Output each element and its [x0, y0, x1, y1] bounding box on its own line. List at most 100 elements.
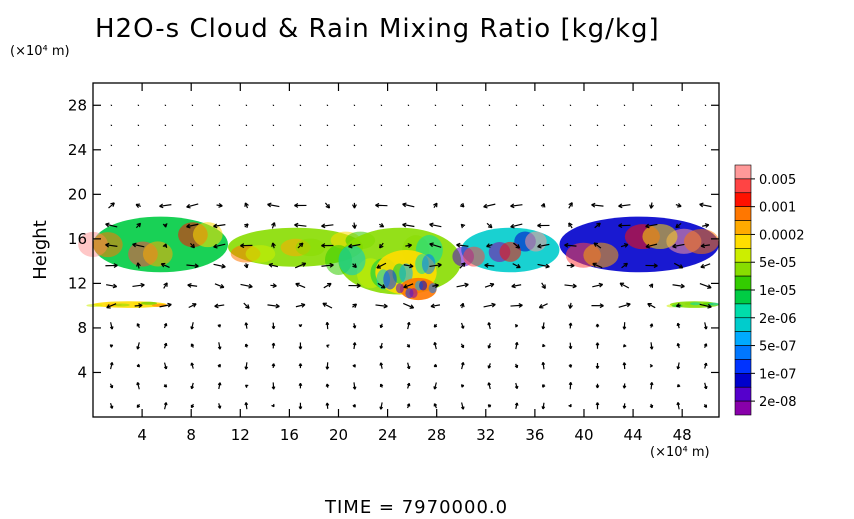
wind-vector	[650, 184, 653, 187]
wind-vector	[191, 164, 194, 167]
wind-vector	[375, 202, 388, 208]
wind-vector	[699, 303, 712, 309]
wind-vector	[433, 323, 438, 328]
wind-vector	[186, 263, 199, 269]
wind-vector	[403, 302, 415, 309]
wind-vector	[591, 202, 604, 208]
wind-vector	[109, 344, 114, 348]
wind-vector	[380, 164, 383, 167]
colorbar-swatch	[734, 275, 752, 291]
wind-vector	[541, 322, 546, 330]
wind-vector	[159, 203, 172, 209]
wind-vector	[623, 164, 626, 167]
wind-vector	[110, 144, 113, 147]
wind-vector	[403, 263, 414, 269]
wind-vector	[109, 322, 114, 330]
wind-vector	[245, 184, 248, 187]
wind-vector	[487, 382, 492, 390]
wind-vector	[514, 341, 519, 350]
wind-vector	[326, 144, 329, 147]
wind-vector	[325, 321, 330, 330]
wind-vector	[353, 144, 356, 147]
colorbar-label: 1e-07	[759, 367, 797, 382]
wind-vector	[244, 343, 249, 348]
x-tick-label: 24	[378, 426, 397, 444]
wind-vector	[622, 322, 627, 330]
wind-vector	[647, 303, 656, 309]
wind-vector	[675, 203, 682, 208]
wind-vector	[623, 144, 626, 147]
colorbar-label: 5e-07	[759, 340, 797, 355]
cloud-region	[452, 227, 560, 273]
wind-vector	[352, 364, 356, 368]
wind-vector	[136, 363, 140, 368]
wind-vector	[676, 342, 681, 349]
wind-vector	[272, 104, 275, 107]
wind-vector	[299, 184, 302, 187]
wind-vector	[218, 104, 221, 107]
wind-vector	[378, 223, 385, 228]
colorbar-label: 1e-05	[759, 284, 797, 299]
wind-vector	[352, 303, 358, 308]
wind-vector	[188, 303, 197, 309]
y-tick-label: 4	[77, 363, 87, 381]
wind-vector	[623, 344, 627, 348]
wind-vector	[595, 383, 600, 389]
colorbar-label: 0.0002	[759, 228, 805, 243]
wind-vector	[159, 302, 172, 308]
wind-vector	[460, 362, 465, 370]
wind-vector	[592, 282, 604, 288]
wind-vector	[433, 403, 438, 409]
wind-vector	[190, 322, 194, 330]
wind-vector	[510, 223, 523, 229]
wind-vector	[541, 402, 546, 410]
wind-vector	[295, 282, 306, 289]
wind-vector	[488, 124, 491, 127]
wind-vector	[542, 384, 546, 388]
x-tick-label: 8	[186, 426, 196, 444]
wind-vector	[460, 402, 465, 410]
colorbar-swatch	[734, 345, 752, 360]
wind-vector	[512, 242, 521, 249]
wind-vector	[460, 384, 465, 388]
wind-vector	[324, 202, 331, 209]
wind-vector	[267, 303, 280, 309]
wind-vector	[703, 382, 708, 390]
wind-vector	[218, 144, 221, 147]
wind-vector	[217, 324, 222, 328]
x-tick-label: 32	[476, 426, 495, 444]
wind-vector	[594, 222, 601, 229]
wind-vector	[676, 362, 681, 370]
wind-vector	[244, 384, 249, 388]
colorbar-swatch	[734, 303, 752, 319]
wind-vector	[164, 144, 167, 147]
wind-vector	[294, 222, 307, 228]
wind-vector	[569, 124, 572, 127]
wind-vector	[268, 262, 279, 268]
wind-vector	[649, 382, 654, 390]
wind-vector	[596, 104, 599, 107]
wind-vector	[515, 184, 518, 187]
wind-vector	[191, 104, 194, 107]
wind-vector	[136, 342, 140, 350]
wind-vector	[136, 403, 141, 409]
colorbar-swatch	[734, 234, 752, 249]
wind-vector	[326, 104, 329, 107]
wind-vector	[164, 104, 167, 107]
wind-vector	[240, 243, 253, 249]
y-tick-label: 24	[68, 141, 87, 159]
wind-vector	[430, 303, 441, 309]
wind-vector	[461, 144, 464, 147]
wind-vector	[403, 283, 414, 289]
wind-vector	[136, 382, 140, 390]
x-axis-unit: (×10⁴ m)	[650, 445, 710, 460]
wind-vector	[106, 303, 117, 309]
wind-vector	[648, 283, 654, 288]
wind-vector	[244, 362, 249, 370]
wind-vector	[675, 222, 682, 229]
wind-vector	[676, 402, 681, 410]
wind-vector	[190, 343, 195, 348]
wind-vector	[456, 242, 469, 248]
wind-vector	[190, 382, 194, 390]
chart-title: H2O-s Cloud & Rain Mixing Ratio [kg/kg]	[95, 14, 660, 44]
